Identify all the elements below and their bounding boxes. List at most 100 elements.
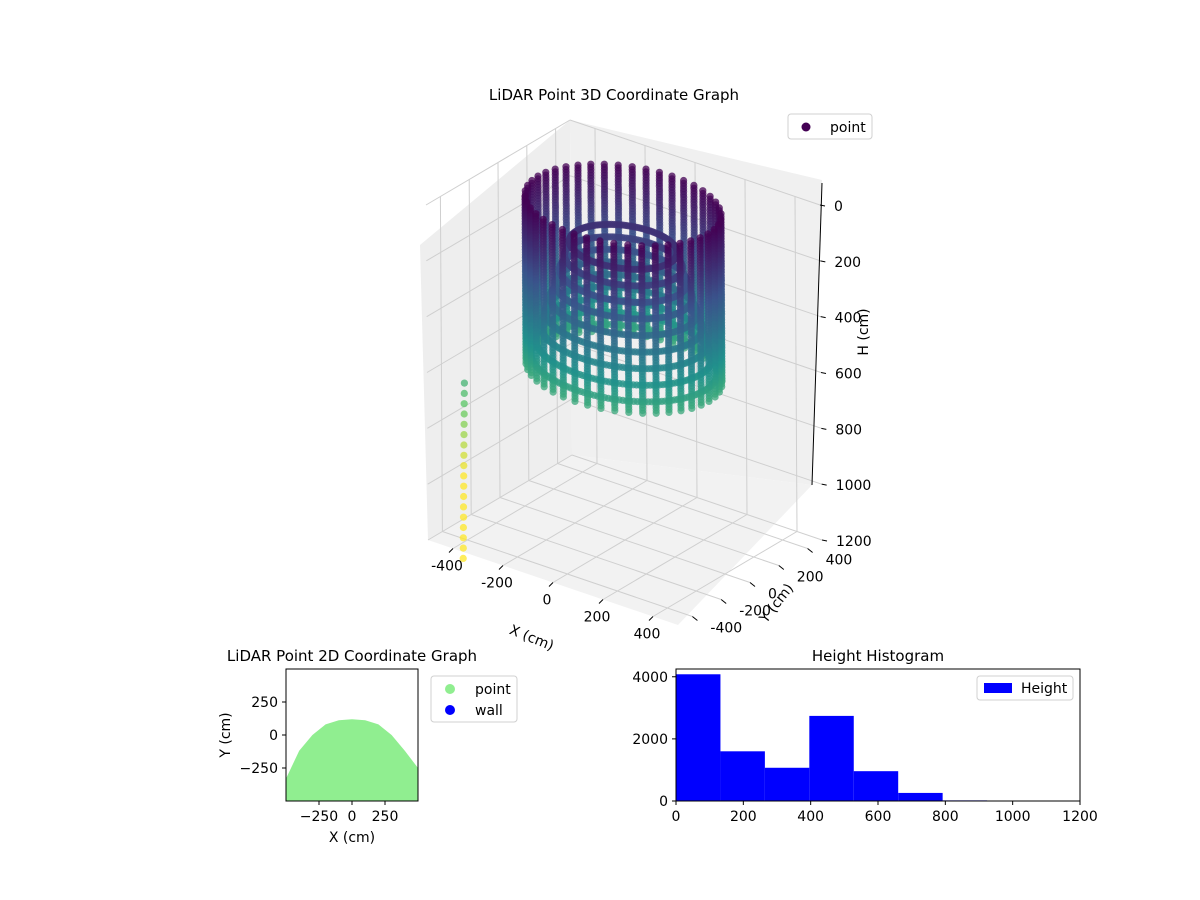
point-3d	[460, 379, 468, 387]
floor-grid-line	[557, 463, 808, 549]
tick-group-2d: −250 0 250 250 0 −250	[240, 695, 399, 825]
x-tick-label-3d: 0	[543, 593, 552, 609]
back-grid-line	[744, 179, 748, 515]
legend-3d-marker	[801, 122, 811, 132]
histogram-y-tick-label: 2000	[632, 732, 668, 748]
x-tick-label-3d: 200	[584, 610, 611, 626]
x-tick-label-3d: -400	[431, 559, 463, 575]
point-3d	[677, 407, 685, 415]
x-axis-label-3d: X (cm)	[507, 622, 556, 654]
point-3d	[652, 409, 660, 417]
histogram-bar	[764, 767, 810, 801]
histogram-bar	[720, 751, 765, 801]
chart-2d-title: LiDAR Point 2D Coordinate Graph	[227, 647, 477, 665]
y-tick-3d	[807, 548, 813, 553]
chart-3d: LiDAR Point 3D Coordinate Graph 02004006…	[420, 86, 873, 654]
z-tick-label: 600	[835, 367, 862, 383]
histogram-bars	[676, 674, 1076, 801]
x-tick-3d	[648, 616, 654, 621]
point-3d	[460, 462, 468, 470]
point-cloud-3d	[459, 160, 726, 563]
point-3d	[460, 441, 468, 449]
histogram-x-tick-label: 200	[730, 809, 757, 825]
z-tick-label: 1200	[836, 534, 872, 550]
point-3d	[571, 397, 579, 405]
legend-2d-marker-point	[445, 684, 455, 694]
point-3d	[597, 404, 605, 412]
z-tick-label: 800	[835, 422, 862, 438]
left-grid-line	[497, 162, 501, 498]
histogram-x-tick-label: 800	[932, 809, 959, 825]
z-tick	[820, 372, 827, 374]
histogram-x-tick-label: 400	[797, 809, 824, 825]
point-3d	[625, 408, 633, 416]
y-axis-label-2d: Y (cm)	[218, 712, 234, 758]
point-3d	[611, 407, 619, 415]
left-grid-line	[439, 196, 443, 532]
legend-histogram-swatch	[984, 683, 1012, 693]
y-tick-3d	[749, 582, 756, 587]
x-tick-label-3d: -200	[481, 576, 513, 592]
z-tick	[820, 260, 826, 263]
y-tick-label-3d: 200	[797, 570, 824, 586]
z-axis-label: H (cm)	[856, 308, 872, 355]
histogram-y-tick-label: 0	[659, 794, 668, 810]
point-3d	[533, 377, 541, 385]
histogram-title: Height Histogram	[812, 647, 944, 665]
point-3d	[459, 554, 467, 563]
histogram-bar	[898, 792, 943, 801]
y-tick-3d	[692, 616, 698, 621]
histogram-bar	[809, 715, 854, 801]
y-tick-label-3d: -200	[739, 604, 771, 620]
x-tick-label-2d: −250	[300, 809, 338, 825]
histogram-bar	[676, 674, 721, 801]
legend-2d-label-point: point	[475, 682, 511, 698]
z-tick	[819, 204, 826, 207]
point-series-2d	[286, 719, 418, 801]
point-area-2d	[286, 719, 418, 801]
z-tick	[820, 316, 826, 319]
legend-3d-label: point	[830, 120, 866, 136]
x-tick-label-3d: 400	[634, 627, 661, 643]
point-3d	[459, 544, 467, 552]
x-tick-label-2d: 0	[348, 809, 357, 825]
legend-2d: point wall	[430, 675, 518, 723]
legend-3d-box	[787, 113, 873, 140]
floor-grid-line	[602, 514, 748, 600]
histogram-tick-group: 0 200 400 600 800 1000 1200 0 2000 4000	[632, 670, 1097, 825]
y-tick-3d	[778, 565, 785, 570]
y-tick-label-2d: −250	[240, 761, 278, 777]
legend-histogram-box	[976, 675, 1074, 701]
point-3d	[460, 420, 468, 428]
y-tick-label-2d: 250	[251, 695, 278, 711]
legend-3d: point	[787, 113, 873, 140]
back-grid-line	[794, 196, 798, 532]
x-tick-group-3d: -400 -200 0 200 400	[431, 548, 661, 643]
x-tick-label-2d: 250	[372, 809, 399, 825]
z-tick	[821, 539, 828, 542]
point-3d	[459, 534, 467, 542]
z-tick-label: 0	[834, 199, 843, 215]
left-grid-line	[468, 179, 472, 515]
point-3d	[549, 388, 557, 396]
point-3d	[584, 401, 592, 409]
point-3d	[460, 410, 468, 418]
x-axis-label-2d: X (cm)	[329, 830, 375, 846]
point-3d	[711, 393, 719, 401]
histogram-y-tick-label: 4000	[632, 670, 668, 686]
point-3d	[590, 275, 598, 283]
point-3d	[460, 389, 468, 397]
point-3d	[460, 472, 468, 480]
legend-histogram-label: Height	[1021, 681, 1068, 697]
y-tick-label-3d: 400	[826, 553, 853, 569]
floor-pane	[428, 455, 812, 625]
legend-histogram: Height	[976, 675, 1074, 701]
histogram-x-tick-label: 1000	[995, 809, 1031, 825]
floor-grid-line	[652, 531, 798, 617]
point-3d	[705, 397, 713, 405]
point-3d	[540, 383, 548, 391]
point-3d	[559, 393, 568, 401]
y-tick-label-3d: -400	[710, 621, 742, 637]
